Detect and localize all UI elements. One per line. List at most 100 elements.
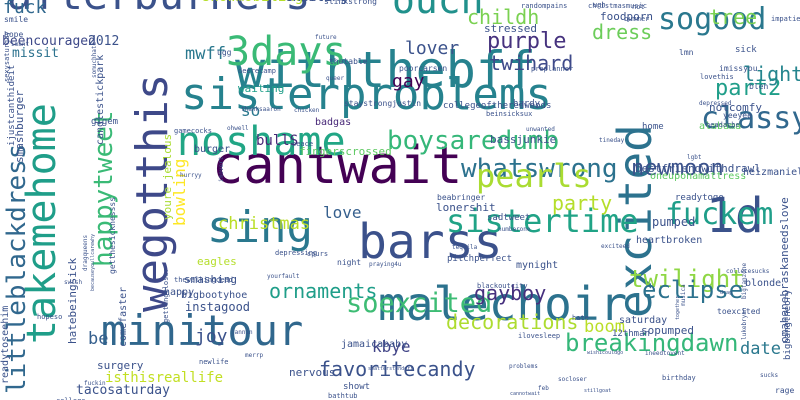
cloud-word-boysaredumb: boysaredumb xyxy=(387,125,560,156)
cloud-word-pitchperfect: pitchperfect xyxy=(447,254,513,265)
cloud-word-whatswrong: whatswrong xyxy=(461,153,618,184)
cloud-word-fingerscrossed: fingerscrossed xyxy=(299,144,392,158)
cloud-word-sisterproblems: sisterproblems xyxy=(181,68,552,120)
cloud-word-yeeyee: yeeyee xyxy=(723,111,752,121)
cloud-word-musica: musica xyxy=(680,284,687,306)
cloud-word-night: night xyxy=(337,258,362,268)
cloud-word-ornaments: ornaments xyxy=(269,279,378,303)
cloud-word-barss: barss xyxy=(358,214,503,271)
cloud-word-socloser: socloser xyxy=(558,375,587,383)
cloud-word-hate: hate xyxy=(572,314,589,323)
cloud-word-jannin: jannin xyxy=(231,328,253,336)
cloud-word-toexcited: toexcited xyxy=(717,307,761,317)
cloud-word-afterburners: afterburners xyxy=(7,0,310,16)
cloud-word-twilight: twilight xyxy=(629,264,745,293)
cloud-word-spatterstenderr: spatterstenderr xyxy=(368,365,414,372)
cloud-word-sopumped: sopumped xyxy=(641,323,694,337)
cloud-word-ohwell: ohwell xyxy=(227,124,249,132)
cloud-word-bleh: bleh xyxy=(749,82,769,92)
cloud-word-isthisreallife: isthisreallife xyxy=(105,370,224,387)
cloud-word-party: party xyxy=(552,191,613,215)
cloud-word-foodporn: foodporn xyxy=(600,9,653,23)
cloud-word-sick: sick xyxy=(735,45,757,56)
cloud-word-bigbootyhoe: bigbootyhoe xyxy=(181,289,248,301)
cloud-word-classy: classy xyxy=(701,100,800,136)
cloud-word-tacosaturday: tacosaturday xyxy=(76,382,170,398)
cloud-word-bummer: bummer xyxy=(624,15,650,24)
cloud-word-readytoseehim: readytoseehim xyxy=(0,305,11,384)
cloud-word-future: future xyxy=(315,33,337,41)
cloud-word-headache: headache xyxy=(706,121,740,130)
cloud-word-love: love xyxy=(323,203,362,223)
cloud-word-lonershit: lonershit xyxy=(436,200,496,214)
cloud-word-exciting: exciting xyxy=(285,0,348,4)
cloud-word-depressed: depressed xyxy=(699,99,732,107)
cloud-word-surgery: surgery xyxy=(97,358,144,372)
cloud-word-exciteed: exciteed xyxy=(601,242,630,250)
cloud-word-1d: 1d xyxy=(706,188,764,245)
cloud-word-stinkstrong: stinkstrong xyxy=(324,0,377,7)
cloud-word-randompains: randompains xyxy=(521,2,568,11)
cloud-word-withthebff: withthebff xyxy=(235,40,537,99)
cloud-word-rage: rage xyxy=(775,386,795,396)
cloud-word-beinsicksux: beinsicksux xyxy=(486,110,533,119)
cloud-word-christmasmusic: christmasmusic xyxy=(588,2,648,11)
cloud-word-collegeoftheredwoods: collegeoftheredwoods xyxy=(443,101,552,112)
cloud-word-gigem: gigem xyxy=(91,117,119,128)
cloud-word-instagood: instagood xyxy=(185,299,251,314)
cloud-word-getthesicknessss: getthesicknessss xyxy=(108,196,117,274)
cloud-word-bulls: bullS xyxy=(256,133,299,150)
cloud-word-pumped: pumped xyxy=(652,214,696,229)
cloud-word-twihard: twihard xyxy=(489,51,574,75)
cloud-word-favoritecandy: favoritecandy xyxy=(319,357,476,381)
cloud-word-beencouraged: beencouraged xyxy=(2,33,96,49)
cloud-word-lukebryan: lukebryan xyxy=(741,307,748,340)
cloud-word-birthday: birthday xyxy=(662,374,696,383)
cloud-word-imant: imant xyxy=(11,40,30,48)
cloud-word-fuckem: fuckem xyxy=(665,196,774,232)
cloud-word-tequila: tequila xyxy=(452,243,478,251)
cloud-word-lmn: lmn xyxy=(679,48,694,58)
cloud-word-college: college xyxy=(56,398,86,400)
cloud-word-praying4u: praying4u xyxy=(369,260,402,268)
cloud-word-sadtweet: sadtweet xyxy=(487,213,531,224)
cloud-word-numberone: numberone xyxy=(498,225,531,233)
cloud-word-sistertime: sistertime xyxy=(446,201,639,240)
cloud-word-dragqueens: dragqueens xyxy=(82,234,89,271)
cloud-word-realtalk: realtalk xyxy=(491,0,539,3)
cloud-word-ugh: ugh xyxy=(593,1,606,10)
cloud-word-lgbt: lgbt xyxy=(687,153,702,161)
cloud-word-12thman: 12thman xyxy=(612,329,650,340)
cloud-word-happy: happy xyxy=(164,286,195,298)
cloud-word-bigfanzone: bigfanzone xyxy=(741,262,748,299)
cloud-word-thanksaaron: thanksaaron xyxy=(241,105,281,113)
cloud-word-bestfriendwithdrawl: bestfriendwithdrawl xyxy=(635,161,761,175)
cloud-word-collecesucks: collecesucks xyxy=(726,267,770,275)
cloud-word-ouch: ouch xyxy=(392,0,484,19)
cloud-word-christmas: christmas xyxy=(218,213,311,234)
cloud-word-noshame: noshame xyxy=(177,119,346,165)
cloud-word-gayboy: gayboy xyxy=(474,281,547,305)
cloud-word-spurs: spurs xyxy=(307,250,329,259)
cloud-word-kbye: kbye xyxy=(372,337,411,357)
cloud-word-so: so xyxy=(241,101,261,121)
cloud-word-3days: 3days xyxy=(226,29,347,75)
cloud-word-gettingcloser: gettingcloser xyxy=(162,268,170,323)
cloud-word-2012: 2012 xyxy=(88,33,120,49)
cloud-word-breakingdawn: breakingdawn xyxy=(565,328,739,357)
cloud-word-sucks: sucks xyxy=(760,371,779,379)
cloud-word-dress: dress xyxy=(592,20,653,44)
cloud-word-burger: burger xyxy=(194,143,231,155)
cloud-word-mwff: mwff xyxy=(185,43,226,64)
cloud-word-feb: feb xyxy=(538,384,549,392)
cloud-word-notcomfy: notcomfy xyxy=(709,100,762,114)
cloud-word-minitour: minitour xyxy=(101,306,304,356)
cloud-word-swish: swish xyxy=(64,278,83,286)
cloud-word-drag: drag xyxy=(720,289,733,296)
cloud-word-impatient: impatient xyxy=(771,15,800,24)
cloud-word-badgas: badgas xyxy=(315,116,352,128)
cloud-word-beabringer: beabringer xyxy=(437,193,486,203)
cloud-word-missit: missit xyxy=(12,45,59,61)
cloud-word-ilovesleep: ilovesleep xyxy=(518,332,561,341)
